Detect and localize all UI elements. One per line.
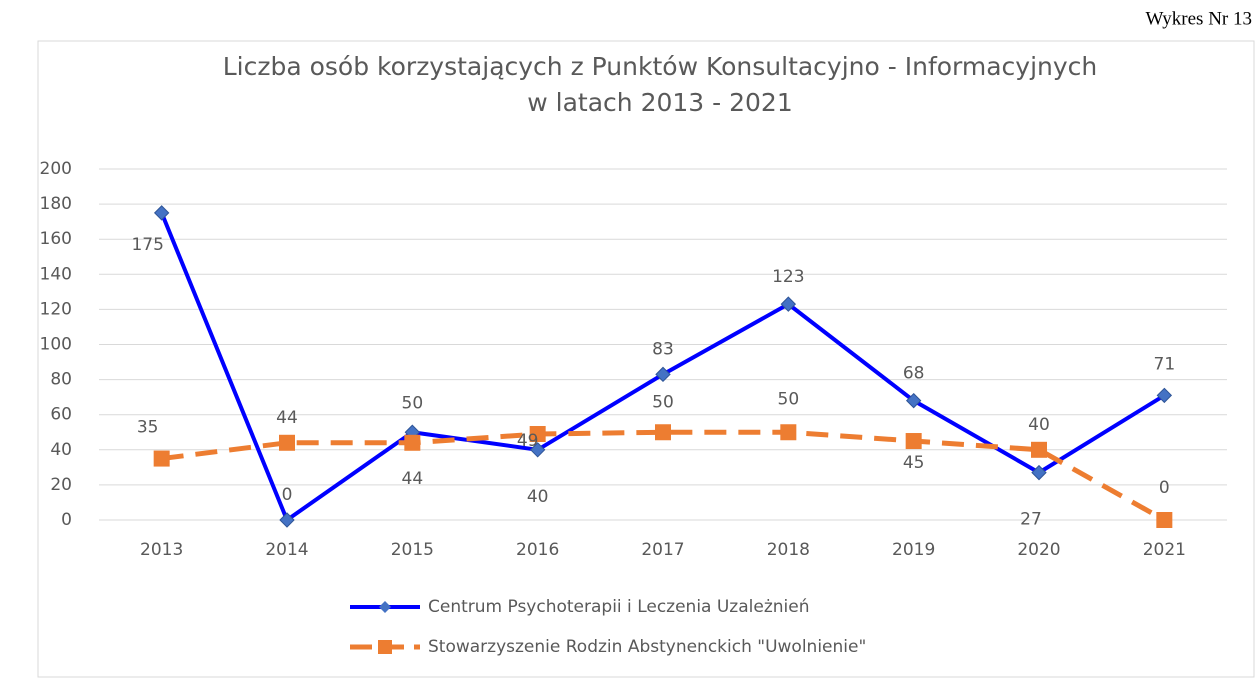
legend-marker	[379, 601, 391, 613]
x-tick-label: 2017	[641, 540, 684, 560]
data-label: 49	[517, 431, 539, 451]
data-label: 45	[903, 453, 925, 473]
x-tick-label: 2021	[1143, 540, 1186, 560]
legend-marker	[378, 640, 392, 654]
data-label: 50	[652, 392, 674, 412]
data-label: 0	[282, 485, 293, 505]
y-tick-label: 40	[50, 440, 72, 460]
point	[905, 392, 922, 409]
point	[780, 296, 797, 312]
y-tick-label: 140	[40, 264, 72, 284]
point	[529, 426, 546, 443]
point	[1156, 512, 1173, 528]
x-tick-label: 2016	[516, 540, 559, 560]
x-tick-label: 2020	[1017, 540, 1060, 560]
point	[279, 434, 295, 451]
point	[780, 424, 797, 441]
point	[153, 450, 170, 467]
series-line	[161, 429, 1166, 523]
y-tick-label: 100	[40, 335, 72, 355]
data-label: 50	[402, 393, 424, 413]
point	[279, 512, 295, 528]
data-label: 27	[1020, 510, 1042, 530]
data-label: 83	[652, 339, 674, 359]
point	[404, 434, 421, 451]
point	[529, 442, 546, 458]
x-tick-label: 2018	[767, 540, 810, 560]
legend-label: Centrum Psychoterapii i Leczenia Uzależn…	[428, 597, 810, 617]
data-label: 40	[527, 487, 549, 507]
data-label: 44	[402, 469, 424, 489]
x-tick-label: 2013	[140, 540, 183, 560]
chart-title: w latach 2013 - 2021	[527, 88, 792, 117]
chart-frame	[37, 40, 1255, 678]
y-tick-label: 160	[40, 229, 72, 249]
point	[905, 433, 922, 450]
y-tick-label: 120	[40, 299, 72, 319]
point	[1156, 387, 1173, 404]
chart-title: Liczba osób korzystających z Punktów Kon…	[223, 52, 1098, 81]
data-label: 44	[276, 408, 298, 428]
point	[655, 366, 671, 383]
data-label: 123	[772, 267, 804, 287]
y-tick-label: 80	[50, 370, 72, 390]
x-tick-label: 2015	[391, 540, 434, 560]
y-tick-label: 20	[50, 475, 72, 495]
point	[1031, 464, 1047, 481]
data-label: 68	[903, 364, 925, 384]
y-tick-label: 60	[50, 405, 72, 425]
caption: Wykres Nr 13	[1146, 8, 1253, 29]
x-tick-label: 2014	[265, 540, 308, 560]
data-label: 50	[778, 389, 800, 409]
x-tick-label: 2019	[892, 540, 935, 560]
y-tick-label: 0	[61, 510, 72, 530]
point	[655, 424, 671, 441]
point	[1031, 441, 1047, 458]
data-label: 71	[1154, 354, 1176, 374]
data-label: 40	[1028, 415, 1050, 435]
data-label: 35	[137, 418, 159, 438]
y-tick-label: 180	[40, 194, 72, 214]
data-label: 0	[1159, 478, 1170, 498]
legend-label: Stowarzyszenie Rodzin Abstynenckich "Uwo…	[428, 637, 866, 657]
point	[153, 205, 170, 221]
y-tick-label: 200	[40, 159, 72, 179]
data-label: 175	[131, 235, 163, 255]
